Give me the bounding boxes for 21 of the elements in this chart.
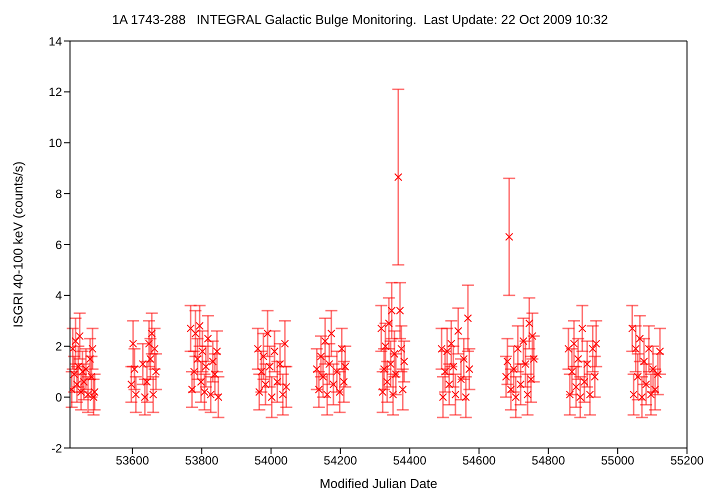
x-tick-label: 54600 — [462, 454, 496, 468]
y-tick-label: 0 — [55, 390, 62, 404]
y-tick-label: 10 — [48, 136, 62, 150]
y-tick-label: -2 — [51, 441, 62, 456]
x-axis-title: Modified Julian Date — [320, 476, 438, 491]
x-tick-label: 55000 — [600, 454, 635, 468]
y-tick-label: 12 — [48, 85, 62, 100]
x-tick-label: 54000 — [254, 454, 288, 468]
x-tick-label: 53600 — [116, 454, 150, 468]
y-tick-label: 14 — [48, 34, 62, 48]
x-tick-label: 55200 — [670, 454, 704, 468]
y-tick-label: 4 — [55, 288, 62, 303]
y-tick-label: 2 — [55, 340, 62, 354]
x-tick-label: 54200 — [324, 454, 358, 468]
x-tick-label: 53800 — [185, 454, 219, 468]
x-tick-label: 54800 — [532, 454, 566, 468]
y-axis-title: ISGRI 40-100 keV (counts/s) — [10, 161, 26, 328]
y-tick-label: 8 — [55, 186, 62, 201]
x-tick-label: 54400 — [393, 454, 427, 468]
y-tick-label: 6 — [55, 238, 62, 252]
chart-title: 1A 1743-288 INTEGRAL Galactic Bulge Monitoring. Last Update: 22 Oct 2009 10:32 — [111, 11, 609, 29]
